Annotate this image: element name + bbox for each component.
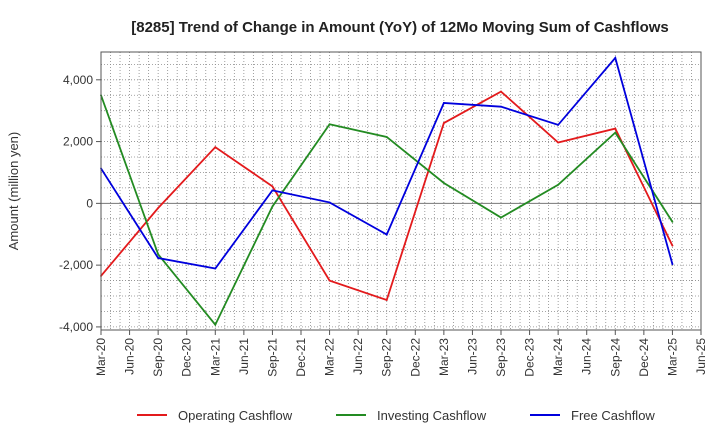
data-point-investing-cashflow: [385, 136, 388, 138]
x-tick-label: Dec-22: [408, 338, 422, 377]
y-tick-label: 0: [86, 196, 93, 210]
data-point-operating-cashflow: [500, 90, 502, 93]
x-tick-label: Jun-24: [580, 338, 594, 375]
y-axis-ticks: -4,000 -2,000 0 2,000 4,000: [59, 73, 101, 334]
plot-frame: [100, 51, 702, 331]
data-point-investing-cashflow: [271, 205, 274, 208]
chart-title: [8285] Trend of Change in Amount (YoY) o…: [131, 19, 669, 36]
data-point-investing-cashflow: [557, 183, 560, 186]
x-tick-label: Sep-23: [494, 338, 508, 377]
data-point-free-cashflow: [328, 201, 331, 204]
grid-layer: [101, 52, 701, 330]
series-line-investing-cashflow: [100, 94, 674, 327]
data-point-operating-cashflow: [385, 299, 388, 301]
data-point-operating-cashflow: [214, 146, 217, 149]
x-tick-label: Sep-22: [380, 338, 394, 377]
x-tick-label: Mar-23: [437, 338, 451, 376]
x-tick-label: Jun-23: [465, 338, 479, 375]
legend-label-free-cashflow: Free Cashflow: [571, 408, 655, 423]
legend: Operating Cashflow Investing Cashflow Free…: [137, 408, 655, 423]
x-axis-ticks: Mar-20 Jun-20 Sep-20 Dec-20 Mar-21 Jun-21 Sep-…: [94, 330, 708, 377]
data-point-free-cashflow: [614, 56, 617, 59]
data-point-operating-cashflow: [442, 122, 445, 124]
x-tick-label: Sep-21: [265, 338, 279, 377]
legend-label-investing-cashflow: Investing Cashflow: [377, 408, 487, 423]
x-tick-label: Mar-21: [208, 338, 222, 376]
data-point-investing-cashflow: [328, 123, 331, 126]
y-tick-label: 4,000: [63, 73, 93, 87]
data-point-free-cashflow: [500, 105, 502, 108]
data-point-investing-cashflow: [500, 216, 502, 219]
data-point-free-cashflow: [671, 263, 674, 266]
series-layer: [100, 55, 674, 327]
x-tick-label: Mar-20: [94, 338, 108, 376]
x-tick-label: Dec-23: [523, 338, 537, 377]
data-point-operating-cashflow: [671, 244, 674, 247]
y-tick-label: 2,000: [63, 135, 93, 149]
x-tick-label: Jun-25: [694, 338, 708, 375]
data-point-free-cashflow: [557, 123, 560, 126]
data-point-operating-cashflow: [614, 127, 617, 130]
data-point-free-cashflow: [157, 257, 160, 259]
x-tick-label: Dec-21: [294, 338, 308, 377]
y-axis-label: Amount (million yen): [6, 132, 21, 251]
legend-label-operating-cashflow: Operating Cashflow: [178, 408, 293, 423]
data-point-operating-cashflow: [157, 207, 160, 209]
x-tick-label: Mar-24: [551, 338, 565, 376]
x-tick-label: Jun-22: [351, 338, 365, 375]
data-point-operating-cashflow: [557, 141, 560, 144]
data-point-investing-cashflow: [214, 323, 217, 326]
x-tick-label: Jun-21: [237, 338, 251, 375]
y-tick-label: -2,000: [59, 258, 93, 272]
data-point-free-cashflow: [271, 189, 274, 192]
x-tick-label: Dec-20: [180, 338, 194, 377]
data-point-investing-cashflow: [671, 220, 674, 223]
x-tick-label: Sep-24: [608, 338, 622, 377]
x-tick-label: Jun-20: [123, 338, 137, 375]
x-tick-label: Sep-20: [151, 338, 165, 377]
x-tick-label: Mar-25: [665, 338, 679, 376]
data-point-operating-cashflow: [328, 279, 331, 282]
data-point-operating-cashflow: [271, 185, 274, 188]
x-tick-label: Dec-24: [637, 338, 651, 377]
data-point-free-cashflow: [214, 267, 217, 270]
data-point-investing-cashflow: [442, 182, 445, 184]
data-point-investing-cashflow: [614, 131, 617, 134]
data-point-investing-cashflow: [157, 253, 160, 256]
data-point-free-cashflow: [385, 233, 388, 236]
y-tick-label: -4,000: [59, 320, 93, 334]
x-tick-label: Mar-22: [323, 338, 337, 376]
data-point-free-cashflow: [442, 102, 445, 104]
